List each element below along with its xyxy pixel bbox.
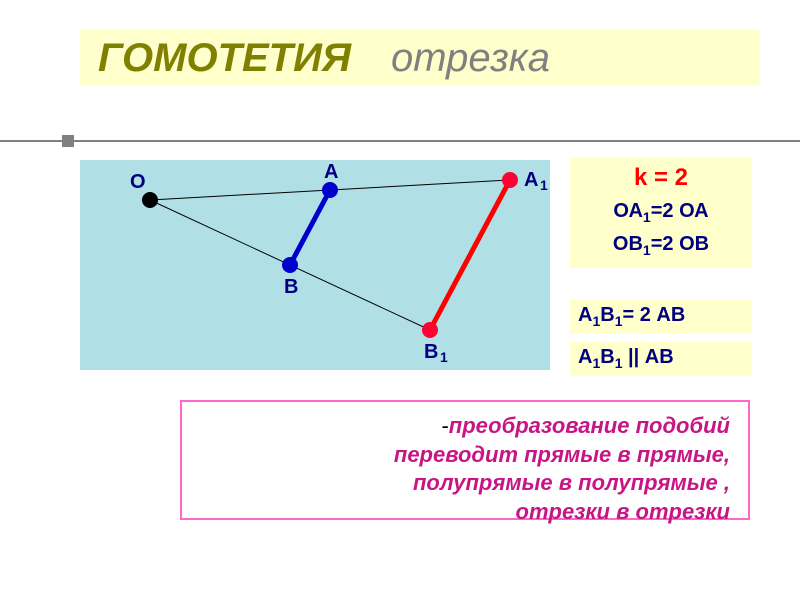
- formula-ab-length: А1В1= 2 АВ: [570, 300, 752, 334]
- svg-text:А: А: [524, 169, 538, 191]
- divider-dot: [62, 135, 74, 147]
- svg-text:1: 1: [440, 349, 448, 365]
- title-main: ГОМОТЕТИЯ: [98, 36, 351, 81]
- title-band: ГОМОТЕТИЯ отрезка: [80, 30, 760, 86]
- note-box: -преобразование подобий переводит прямые…: [180, 400, 750, 520]
- formula-ab-parallel: А1В1 || АВ: [570, 342, 752, 376]
- svg-text:1: 1: [540, 177, 548, 193]
- note-line2: переводит прямые в прямые,: [394, 442, 730, 467]
- diagram: ОАВА1В1: [80, 160, 550, 370]
- note-dash: -: [441, 413, 448, 438]
- diagram-svg: ОАВА1В1: [80, 160, 550, 370]
- svg-text:О: О: [130, 171, 146, 193]
- note-line1: преобразование подобий: [449, 413, 730, 438]
- formula-oa: ОА1=2 ОА: [570, 200, 752, 225]
- formula-ob: ОВ1=2 ОВ: [570, 233, 752, 258]
- formula-k: k = 2: [570, 164, 752, 192]
- divider-line: [0, 140, 800, 142]
- note-line3: полупрямые в полупрямые ,: [413, 470, 730, 495]
- formula-k-box: k = 2 ОА1=2 ОА ОВ1=2 ОВ: [570, 158, 752, 268]
- note-line4: отрезки в отрезки: [516, 499, 731, 524]
- svg-text:А: А: [324, 161, 338, 183]
- svg-text:В: В: [424, 341, 438, 363]
- title-sub: отрезка: [391, 36, 550, 81]
- svg-text:В: В: [284, 276, 298, 298]
